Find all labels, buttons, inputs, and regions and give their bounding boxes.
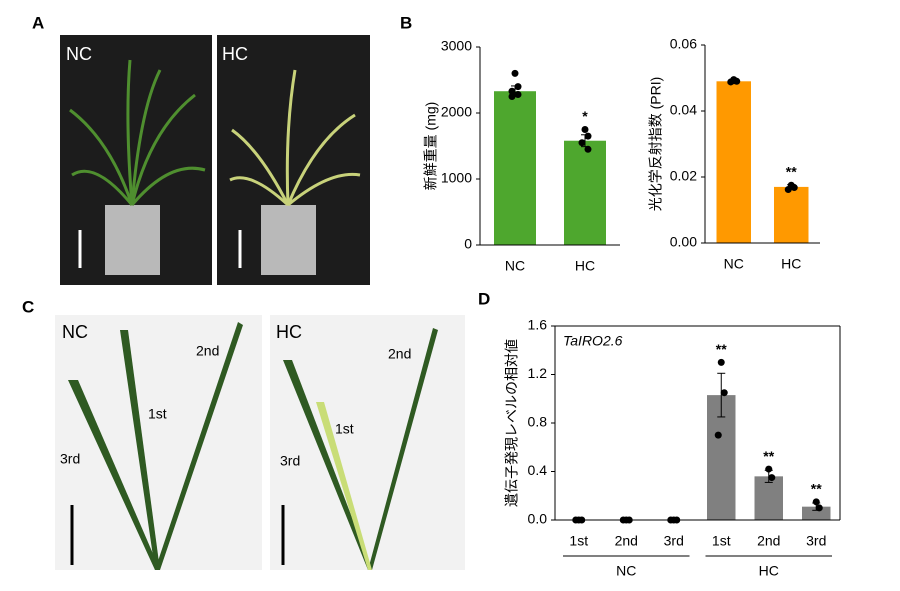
data-point — [717, 358, 725, 366]
bar — [564, 140, 606, 245]
photo-a: NC HC — [60, 35, 370, 285]
significance: * — [582, 108, 588, 124]
bar — [494, 91, 536, 245]
leaf-label: 1st — [335, 421, 354, 437]
data-point — [584, 145, 592, 153]
y-tick-label: 2000 — [441, 104, 472, 120]
y-tick-label: 0.00 — [670, 234, 697, 250]
x-tick-label: NC — [505, 258, 525, 274]
photo-label: HC — [276, 322, 302, 342]
panel-label: C — [22, 297, 34, 316]
data-point — [508, 93, 516, 100]
photo-label: NC — [62, 322, 88, 342]
data-point — [727, 78, 735, 86]
data-point — [768, 474, 776, 482]
x-tick-label: NC — [724, 256, 744, 272]
bar — [716, 81, 751, 243]
panel-label: D — [478, 289, 490, 308]
x-tick-label: 3rd — [806, 533, 826, 549]
data-point — [815, 504, 823, 512]
data-point — [578, 139, 586, 147]
photo-c: NC HC 1st 2nd 3rd 1st 2nd 3rd — [55, 315, 465, 570]
data-point — [720, 389, 728, 397]
y-axis-label: 新鮮重量 (mg) — [423, 102, 439, 191]
significance: ** — [786, 163, 797, 179]
data-point — [790, 184, 798, 192]
data-point — [733, 77, 741, 85]
data-point — [508, 87, 516, 95]
y-tick-label: 0.02 — [670, 168, 697, 184]
group-label: HC — [759, 563, 779, 579]
data-point — [812, 498, 820, 506]
y-tick-label: 3000 — [441, 38, 472, 54]
leaf-label: 1st — [148, 406, 167, 422]
y-axis-label: 遺伝子発現レベルの相対値 — [504, 339, 520, 507]
data-point — [514, 83, 522, 91]
data-point — [784, 186, 792, 194]
y-tick-label: 1.2 — [528, 365, 548, 381]
panel-label: A — [32, 13, 44, 32]
significance: ** — [716, 341, 727, 357]
x-tick-label: 2nd — [615, 533, 638, 549]
group-label: NC — [616, 563, 636, 579]
y-tick-label: 0.8 — [528, 414, 548, 430]
panel-label: B — [400, 13, 412, 32]
data-point — [514, 91, 522, 99]
leaf-label: 2nd — [388, 346, 411, 362]
significance: ** — [763, 448, 774, 464]
y-tick-label: 0.0 — [528, 511, 548, 527]
data-point — [765, 465, 773, 473]
x-tick-label: HC — [575, 258, 595, 274]
data-point — [584, 132, 592, 140]
y-tick-label: 0.06 — [670, 36, 697, 52]
x-tick-label: 1st — [569, 533, 588, 549]
leaf-label: 3rd — [280, 453, 300, 469]
leaf-label: 2nd — [196, 343, 219, 359]
data-point — [511, 69, 519, 77]
y-tick-label: 0.4 — [528, 462, 548, 478]
y-axis-label: 光化学反射指数 (PRI) — [648, 77, 664, 212]
y-tick-label: 0 — [464, 236, 472, 252]
data-point — [714, 431, 722, 439]
y-tick-label: 1.6 — [528, 317, 548, 333]
bar — [754, 476, 783, 520]
photo-label: HC — [222, 44, 248, 64]
significance: ** — [811, 481, 822, 497]
x-tick-label: 2nd — [757, 533, 780, 549]
y-tick-label: 0.04 — [670, 102, 697, 118]
chart-title: TaIRO2.6 — [563, 333, 623, 349]
bar — [774, 186, 809, 243]
photo-label: NC — [66, 44, 92, 64]
x-tick-label: 1st — [712, 533, 731, 549]
leaf-label: 3rd — [60, 451, 80, 467]
bar — [802, 506, 831, 520]
data-point — [581, 126, 589, 133]
x-tick-label: HC — [781, 256, 801, 272]
x-tick-label: 3rd — [664, 533, 684, 549]
y-tick-label: 1000 — [441, 170, 472, 186]
